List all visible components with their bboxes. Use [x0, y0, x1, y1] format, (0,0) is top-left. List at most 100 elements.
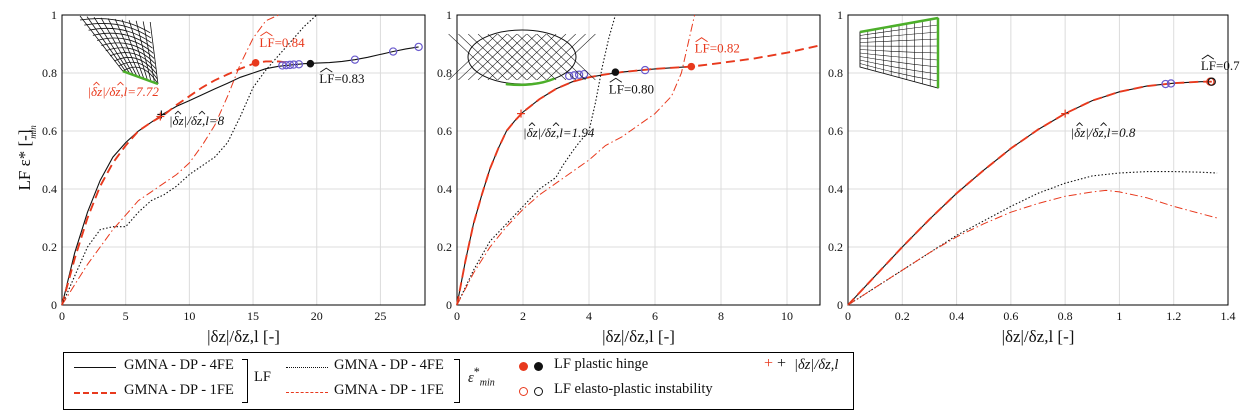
annotation-ratio: |δz|/δz,l=0.8 [1071, 125, 1136, 140]
annotation-lf: LF=0.84 [259, 35, 305, 50]
y-tick-label: 0.6 [828, 124, 843, 138]
mesh-line [477, 33, 527, 81]
annotation-ratio: |δz|/δz,l=1.94 [523, 125, 595, 140]
marker-instability [579, 69, 589, 79]
marker-instability [1166, 79, 1176, 88]
x-tick-label: 8 [718, 309, 724, 323]
mesh-line [458, 33, 508, 81]
marker-instability [350, 55, 360, 64]
inset-shell-2 [448, 29, 596, 87]
marker-instability [294, 60, 304, 69]
mesh-line [507, 33, 557, 81]
x-tick-label: 0 [454, 309, 460, 323]
annotation-hat [1100, 122, 1107, 127]
boundary-edge [122, 70, 159, 86]
mesh-line [100, 17, 134, 76]
legend-label-ratio: |δz|/δz,l [794, 357, 839, 373]
legend-marker-plus-red: + [764, 355, 774, 372]
mesh-line [109, 52, 156, 69]
y-tick-label: 0.8 [437, 66, 452, 80]
mesh-line [517, 33, 567, 81]
marker-plastic-hinge [687, 62, 696, 71]
x-axis-label: |δz|/δz,l [-] [207, 327, 280, 346]
mesh-line [487, 33, 537, 81]
annotation-hat [198, 110, 206, 115]
x-tick-label: 25 [374, 309, 386, 323]
annotation-hat [93, 81, 100, 86]
legend-marker-red-circle [519, 387, 528, 396]
mesh-line [101, 42, 155, 59]
x-axis-label: |δz|/δz,l [-] [1002, 327, 1075, 346]
marker-instability [640, 65, 650, 75]
mesh-line [859, 63, 939, 82]
annotation-hat [609, 77, 623, 83]
mesh-line [135, 20, 152, 82]
annotation-lf: LF=0.80 [609, 81, 654, 96]
y-tick-label: 0.2 [828, 240, 843, 254]
y-tick-label: 1 [51, 8, 57, 22]
legend-marker-black-dot [534, 362, 543, 371]
mesh-line [97, 37, 154, 54]
x-tick-label: 0 [845, 309, 851, 323]
marker-instability [1207, 77, 1216, 86]
y-tick-label: 0 [446, 298, 452, 312]
mesh-line [536, 33, 586, 81]
mesh-line [118, 61, 158, 80]
chart-panel-3: 0 0.2 0.4 0.6 0.8 1 1.2 1.4 0 0.2 0.4 0.6 0.8 1 LF=0.7… [828, 8, 1240, 346]
y-axis-label-sub: min [28, 125, 38, 139]
annotation-hat [1076, 122, 1083, 127]
annotation-lf: LF=0.82 [695, 41, 740, 56]
boundary-edge [505, 77, 555, 87]
legend-brace-lf [242, 359, 248, 403]
mesh-line [468, 33, 518, 81]
marker-instability [565, 71, 574, 81]
series-line-solid [61, 46, 419, 306]
x-tick-label: 15 [247, 309, 259, 323]
legend-group-eps-symbol: ε [468, 369, 474, 386]
chart-panel-2: 0 2 4 6 8 10 0 0.2 0.4 0.6 0.8 1 LF=0.82 LF=0.80 |δz|/… [437, 8, 821, 346]
mesh-line [859, 56, 939, 68]
x-tick-label: 0.6 [1003, 309, 1018, 323]
y-tick-label: 0.6 [42, 124, 57, 138]
y-tick-label: 0.4 [828, 182, 843, 196]
mesh-line [142, 21, 155, 83]
mesh-line [859, 49, 939, 54]
x-tick-label: 20 [311, 309, 323, 323]
mesh-line [149, 21, 159, 85]
legend: GMNA - DP - 4FE GMNA - DP - 1FE LF GMNA … [63, 352, 854, 410]
mesh-line [79, 15, 124, 72]
y-tick-label: 1 [837, 8, 843, 22]
x-tick-label: 5 [123, 309, 129, 323]
marker-instability [414, 42, 423, 52]
annotation-lf: LF=0.83 [319, 71, 364, 86]
series-line-dash [847, 80, 1212, 306]
mesh-line [93, 16, 131, 74]
x-tick-label: 6 [652, 309, 658, 323]
legend-label-lf-1fe: GMNA - DP - 1FE [124, 382, 234, 398]
x-axis-label: |δz|/δz,l [-] [602, 327, 675, 346]
y-tick-label: 0 [51, 298, 57, 312]
annotation-hat [1201, 54, 1215, 60]
mesh-line [859, 52, 939, 61]
legend-label-eps-1fe: GMNA - DP - 1FE [334, 382, 444, 398]
legend-label-plastic-hinge: LF plastic hinge [554, 356, 649, 372]
inset-shell-1 [79, 15, 159, 86]
series-line-dashdot [456, 14, 696, 306]
y-tick-label: 0.2 [42, 240, 57, 254]
marker-instability [574, 70, 584, 79]
series-line-dot [61, 14, 318, 306]
y-tick-label: 0.8 [828, 66, 843, 80]
plot-frame [456, 14, 821, 306]
annotation-hat [174, 110, 182, 115]
y-tick-label: 0.2 [437, 240, 452, 254]
marker-instability [289, 60, 299, 69]
legend-label-instability: LF elasto-plastic instability [554, 381, 713, 397]
annotation-ratio: |δz|/δz,l=8 [169, 113, 225, 128]
boundary-edge [859, 16, 939, 34]
mesh-line [105, 47, 156, 64]
legend-brace-eps [454, 359, 460, 403]
y-tick-label: 0 [837, 298, 843, 312]
series-line-dash [456, 44, 821, 306]
y-tick-label: 0.4 [42, 182, 57, 196]
